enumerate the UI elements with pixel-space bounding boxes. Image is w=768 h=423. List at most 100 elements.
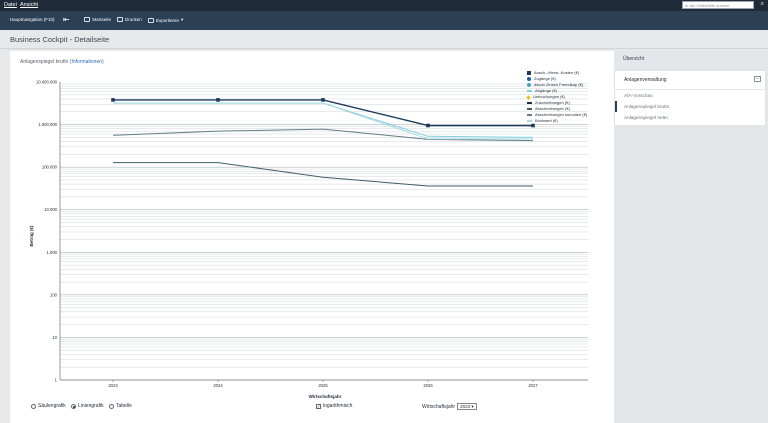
log-scale-checkbox[interactable]: ✓ [316, 403, 321, 409]
info-link[interactable]: Informationen [71, 59, 103, 65]
fiscal-year-value: 2023 [460, 404, 471, 409]
legend-label: Ansch.-/Herst.-Kosten (€) [534, 70, 580, 75]
series-markers [111, 98, 535, 128]
x-axis-label: Wirtschaftsjahr [309, 394, 342, 399]
chevron-down-icon: ▾ [471, 404, 474, 409]
chevron-down-icon: ▾ [181, 17, 184, 22]
menu-view[interactable]: Ansicht [20, 2, 39, 8]
print-button[interactable]: Drucken [117, 17, 142, 22]
legend-entry: Zuschreibungen (€) [527, 100, 587, 106]
bar-chart-radio[interactable] [31, 403, 36, 409]
sidebar-divider [615, 89, 765, 90]
chart-legend: Ansch.-/Herst.-Kosten (€) Zugänge (€) davo… [526, 70, 587, 124]
chart-title: Anlagenspiegel brutto (Informationen) [20, 59, 104, 65]
log-scale-label: logarithmisch [323, 403, 353, 409]
page-title: Business Cockpit - Detailseite [10, 35, 110, 44]
sidebar-section-asset-management: Anlagenverwaltung − AfA-Vorschau Anlagen… [614, 70, 766, 126]
log-scale-option[interactable]: ✓ logarithmisch [316, 403, 352, 409]
sidebar-item-anlagenspiegel-netto[interactable]: Anlagenspiegel netto [624, 115, 668, 120]
legend-entry: davon Zinsen Fremdkap (€) [527, 82, 587, 88]
legend-label: Abgänge (€) [535, 88, 558, 93]
legend-swatch [527, 120, 532, 122]
data-point [111, 98, 115, 102]
active-indicator [615, 101, 617, 112]
legend-label: davon Zinsen Fremdkap (€) [534, 82, 584, 87]
line-chart-label: Liniengrafik [78, 403, 104, 409]
legend-label: Umbuchungen (€) [533, 94, 566, 99]
y-tick-label: 100 [50, 292, 58, 297]
main-navigation-button[interactable]: Hauptnavigation (F10) [10, 17, 55, 22]
print-label: Drucken [125, 17, 142, 22]
printer-icon [117, 17, 123, 22]
export-button[interactable]: Exportieren ▾ [148, 17, 183, 23]
legend-label: Abschreibungen (€) [535, 106, 570, 111]
fiscal-year-control: Wirtschaftsjahr 2023 ▾ [422, 403, 477, 410]
y-tick-label: 10.000 [44, 207, 57, 212]
menu-bar: Datei Ansicht In der Onlinehilfe suchen … [0, 0, 768, 11]
y-tick-labels: 10.000.000 1.000.000 100.000 10.000 1.000 100… [36, 80, 58, 383]
fiscal-year-select[interactable]: 2023 ▾ [457, 403, 477, 410]
fiscal-year-label: Wirtschaftsjahr [422, 403, 456, 410]
sidebar-item-afa-vorschau[interactable]: AfA-Vorschau [624, 93, 653, 98]
data-point [531, 123, 535, 128]
start-label: Startseite [92, 17, 112, 22]
search-input[interactable]: In der Onlinehilfe suchen [682, 1, 754, 9]
legend-entry: Abschreibungen (€) [527, 106, 587, 112]
series-lines [112, 99, 534, 187]
x-tick-label: 2026 [423, 383, 433, 388]
legend-label: Abschreibungen kumuliert (€) [535, 112, 588, 117]
search-icon[interactable]: ⌕ [760, 1, 764, 7]
collapse-icon[interactable]: − [754, 76, 761, 82]
bar-chart-label: Säulengrafik [38, 403, 66, 409]
x-tick-label: 2023 [108, 383, 118, 388]
legend-label: Buchwert (€) [535, 118, 558, 123]
bar-chart-option[interactable]: Säulengrafik [31, 403, 66, 409]
home-icon [84, 17, 90, 22]
series-line [113, 102, 533, 140]
legend-swatch [526, 94, 531, 100]
start-button[interactable]: Startseite [84, 17, 111, 22]
sidebar-overview[interactable]: Übersicht [623, 56, 645, 62]
sidebar-section-title[interactable]: Anlagenverwaltung [624, 77, 667, 83]
series-line [113, 99, 533, 127]
export-label: Exportieren [156, 17, 180, 23]
y-tick-label: 100.000 [42, 165, 58, 170]
x-tick-label: 2024 [213, 383, 223, 388]
y-tick-label: 1 [55, 378, 58, 383]
legend-swatch [527, 114, 532, 116]
series-line [113, 102, 534, 138]
y-tick-label: 1.000.000 [38, 122, 57, 127]
y-tick-label: 10 [52, 335, 57, 340]
legend-entry: Abschreibungen kumuliert (€) [527, 112, 587, 118]
legend-swatch [527, 77, 531, 81]
chart-axes [59, 82, 588, 382]
data-point [216, 98, 220, 102]
export-icon [148, 17, 154, 23]
y-tick-label: 1.000 [47, 250, 58, 255]
data-point [426, 123, 430, 128]
x-tick-label: 2025 [318, 383, 328, 388]
legend-swatch [527, 108, 532, 110]
legend-entry: Abgänge (€) [527, 88, 587, 94]
menu-file[interactable]: Datei [4, 2, 17, 8]
legend-entry: Umbuchungen (€) [526, 94, 587, 100]
table-radio[interactable] [109, 403, 114, 409]
data-point [321, 98, 325, 102]
series-line [113, 162, 533, 187]
x-tick-label: 2027 [528, 383, 538, 388]
chart-title-close: ) [102, 59, 104, 65]
line-chart-option[interactable]: Liniengrafik [71, 403, 104, 409]
legend-swatch [527, 102, 532, 104]
legend-entry: Ansch.-/Herst.-Kosten (€) [527, 70, 587, 76]
chart-title-text: Anlagenspiegel brutto ( [20, 59, 72, 65]
y-tick-label: 10.000.000 [36, 80, 58, 85]
line-chart-radio[interactable] [71, 403, 76, 409]
back-arrow-icon[interactable]: ⇤ [63, 15, 70, 24]
legend-entry: Zugänge (€) [527, 76, 587, 82]
legend-swatch [527, 90, 532, 92]
legend-label: Zuschreibungen (€) [535, 100, 570, 105]
series-line [112, 128, 534, 142]
sidebar-item-anlagenspiegel-brutto[interactable]: Anlagenspiegel brutto [624, 104, 670, 109]
table-option[interactable]: Tabelle [109, 403, 132, 409]
